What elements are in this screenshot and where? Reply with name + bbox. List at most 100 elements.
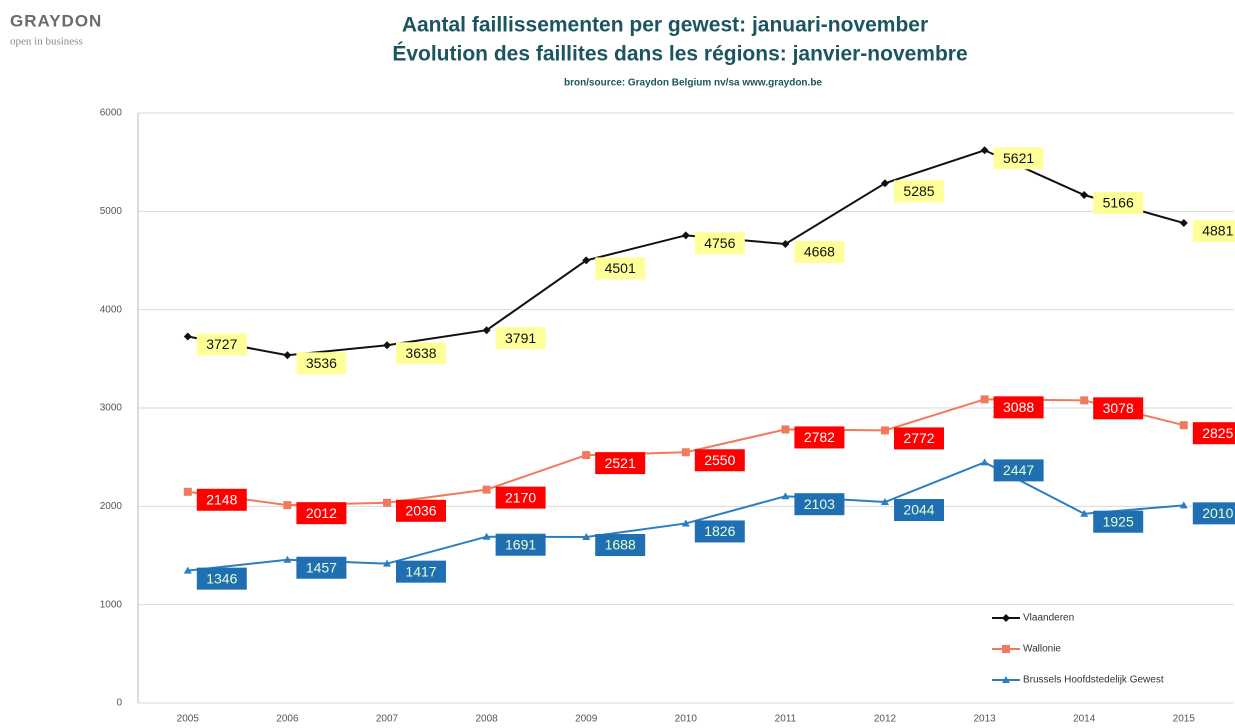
data-label: 4881 [1202,223,1233,239]
y-tick-label: 5000 [100,206,123,217]
data-label-box [296,352,347,375]
x-tick-label: 2010 [675,714,698,725]
point-marker [582,533,591,541]
point-marker [681,519,690,527]
data-label-box [396,499,446,522]
point-marker [980,395,989,404]
data-label: 2010 [1202,505,1233,521]
data-label: 2521 [605,455,636,471]
y-tick-label: 4000 [100,304,123,315]
series-line [187,149,1185,357]
point-marker [881,179,889,188]
data-label: 3727 [206,336,237,352]
data-label: 1925 [1103,513,1134,529]
point-marker [781,492,790,500]
point-marker [183,332,192,341]
data-label: 2550 [704,452,735,468]
data-label: 2825 [1202,425,1233,441]
data-label-box [1093,192,1144,215]
data-label-box [1192,220,1235,243]
point-marker [681,231,690,240]
data-label-box [1093,397,1144,420]
data-label-box [196,488,247,511]
data-label-box [1192,422,1235,445]
data-label-box [894,427,944,450]
data-label-box [794,426,845,449]
data-label: 4668 [804,244,835,260]
logo-name: GRAYDON [10,11,102,30]
point-marker [980,458,989,466]
data-label: 3791 [505,330,536,346]
data-label-box [694,449,745,472]
data-label: 2170 [505,489,536,505]
chart-title: Aantal faillissementen per gewest: janua… [402,14,928,37]
point-marker [980,146,989,155]
point-marker [1179,421,1188,430]
data-label-box [993,147,1044,170]
point-marker [781,239,790,248]
point-marker [383,559,391,567]
data-label: 1457 [306,559,337,575]
data-label: 3536 [306,355,337,371]
point-marker [681,448,690,457]
legend-marker [1002,614,1010,622]
data-label-box [595,534,646,557]
y-tick-label: 2000 [100,501,123,512]
point-marker [1179,219,1188,228]
point-marker [283,351,292,360]
point-marker [482,485,491,494]
x-tick-label: 2005 [177,714,200,725]
point-marker [283,555,292,563]
point-marker [482,326,491,335]
data-label-box [595,257,646,280]
data-label: 1691 [505,536,536,552]
legend-marker [1002,645,1010,653]
point-marker [781,425,790,434]
x-tick-label: 2011 [775,714,797,725]
legend-label: Wallonie [1023,644,1061,655]
data-label-box [495,533,546,556]
logo-tagline: open in business [10,36,83,48]
x-tick-label: 2008 [475,714,498,725]
y-tick-label: 6000 [100,108,123,119]
x-tick-label: 2009 [575,714,598,725]
data-label-box [694,232,745,255]
data-label-box [296,502,347,525]
point-marker [383,341,391,350]
data-label-box [1192,502,1235,525]
data-label: 4756 [704,235,735,251]
chart-source: bron/source: Graydon Belgium nv/sa www.g… [564,78,822,89]
x-tick-label: 2014 [1073,714,1096,725]
data-label: 1688 [605,537,636,553]
data-label-box [196,567,247,590]
y-tick-label: 0 [116,698,122,709]
data-label: 1346 [206,570,237,586]
x-tick-label: 2012 [874,714,897,725]
data-label-box [396,560,446,583]
data-label: 2782 [804,429,835,445]
point-marker [1080,191,1089,200]
point-marker [1080,396,1089,405]
data-label-box [694,520,745,543]
data-label: 4501 [605,260,636,276]
data-label-box [993,396,1044,419]
data-label: 5166 [1103,195,1134,211]
point-marker [183,487,192,496]
data-label-box [1093,510,1144,533]
y-tick-label: 1000 [100,599,123,610]
data-label: 2044 [903,502,934,518]
point-marker [582,451,591,460]
data-label: 3638 [405,345,436,361]
data-label-box [794,240,845,263]
data-label: 5621 [1003,150,1034,166]
point-marker [881,426,889,435]
data-label-box [993,459,1044,482]
legend-label: Vlaanderen [1023,613,1074,624]
data-label: 2012 [306,505,337,521]
legend-label: Brussels Hoofdstedelijk Gewest [1023,675,1164,686]
data-label: 3078 [1103,400,1134,416]
data-label: 3088 [1003,399,1034,415]
y-tick-label: 3000 [100,403,123,414]
data-label-box [196,333,247,356]
